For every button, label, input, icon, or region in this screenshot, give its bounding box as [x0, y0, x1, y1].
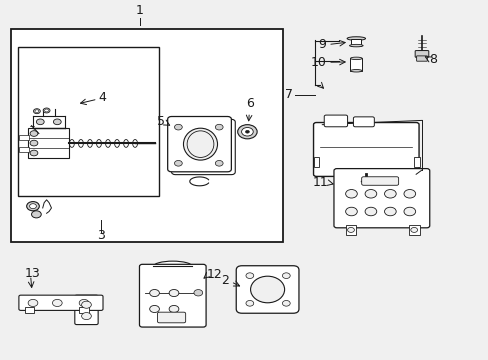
- Bar: [351, 39, 361, 46]
- Circle shape: [245, 130, 249, 133]
- Text: 1: 1: [136, 4, 143, 17]
- FancyBboxPatch shape: [236, 266, 298, 313]
- Circle shape: [403, 207, 415, 216]
- Circle shape: [149, 305, 159, 312]
- Circle shape: [43, 108, 50, 113]
- Circle shape: [245, 273, 253, 279]
- Circle shape: [30, 150, 38, 156]
- Circle shape: [282, 273, 289, 279]
- Text: 13: 13: [25, 267, 41, 280]
- Circle shape: [169, 305, 179, 312]
- Text: 4: 4: [99, 90, 106, 104]
- Circle shape: [53, 119, 61, 125]
- FancyBboxPatch shape: [414, 50, 428, 57]
- FancyBboxPatch shape: [353, 117, 373, 127]
- Circle shape: [365, 189, 376, 198]
- Ellipse shape: [350, 69, 362, 72]
- Circle shape: [282, 301, 289, 306]
- Text: 5: 5: [157, 115, 165, 128]
- Bar: [345, 225, 356, 235]
- Bar: [11, 29, 283, 242]
- Bar: [20, 147, 29, 152]
- Ellipse shape: [153, 261, 192, 272]
- Circle shape: [384, 207, 395, 216]
- FancyBboxPatch shape: [167, 117, 231, 172]
- Text: 7: 7: [285, 88, 292, 101]
- Circle shape: [237, 125, 257, 139]
- Circle shape: [28, 300, 38, 306]
- Circle shape: [27, 202, 39, 211]
- Circle shape: [30, 204, 36, 209]
- Circle shape: [410, 228, 417, 233]
- Bar: [25, 307, 34, 312]
- Ellipse shape: [349, 44, 363, 47]
- Circle shape: [345, 207, 357, 216]
- FancyBboxPatch shape: [157, 312, 185, 323]
- FancyBboxPatch shape: [333, 168, 429, 228]
- Ellipse shape: [350, 57, 362, 60]
- Circle shape: [384, 189, 395, 198]
- Circle shape: [81, 312, 91, 320]
- Bar: [313, 157, 319, 167]
- Bar: [408, 225, 419, 235]
- Circle shape: [52, 300, 62, 306]
- Bar: [413, 157, 419, 167]
- FancyBboxPatch shape: [416, 56, 427, 61]
- Text: 10: 10: [310, 56, 325, 69]
- Bar: [28, 128, 69, 158]
- Circle shape: [403, 189, 415, 198]
- Circle shape: [345, 189, 357, 198]
- Circle shape: [365, 207, 376, 216]
- Text: 2: 2: [221, 274, 228, 287]
- FancyBboxPatch shape: [139, 264, 205, 327]
- Circle shape: [79, 300, 89, 306]
- Text: 3: 3: [97, 229, 105, 242]
- FancyBboxPatch shape: [171, 119, 235, 175]
- Bar: [79, 307, 89, 312]
- Text: 6: 6: [246, 98, 254, 111]
- Circle shape: [169, 289, 179, 297]
- Circle shape: [35, 110, 39, 113]
- Circle shape: [215, 124, 223, 130]
- Circle shape: [194, 289, 202, 296]
- FancyBboxPatch shape: [361, 177, 398, 185]
- Text: 8: 8: [428, 53, 436, 66]
- Circle shape: [174, 124, 182, 130]
- FancyBboxPatch shape: [313, 122, 418, 176]
- Circle shape: [174, 161, 182, 166]
- Circle shape: [215, 161, 223, 166]
- Bar: [19, 47, 159, 195]
- Bar: [350, 58, 362, 71]
- FancyBboxPatch shape: [324, 115, 347, 127]
- Circle shape: [44, 109, 48, 112]
- Text: 12: 12: [206, 268, 223, 281]
- Circle shape: [347, 228, 354, 233]
- Circle shape: [241, 127, 253, 136]
- FancyBboxPatch shape: [75, 295, 98, 325]
- Circle shape: [33, 109, 40, 114]
- Text: 9: 9: [318, 39, 325, 51]
- Ellipse shape: [346, 37, 365, 40]
- Ellipse shape: [250, 276, 284, 303]
- Circle shape: [245, 301, 253, 306]
- Circle shape: [31, 211, 41, 218]
- Circle shape: [149, 289, 159, 297]
- FancyBboxPatch shape: [19, 295, 103, 310]
- Circle shape: [81, 301, 91, 308]
- Circle shape: [30, 131, 38, 136]
- Bar: [20, 135, 29, 140]
- Circle shape: [36, 119, 44, 125]
- Ellipse shape: [183, 128, 217, 160]
- Circle shape: [30, 140, 38, 146]
- Text: 11: 11: [312, 176, 327, 189]
